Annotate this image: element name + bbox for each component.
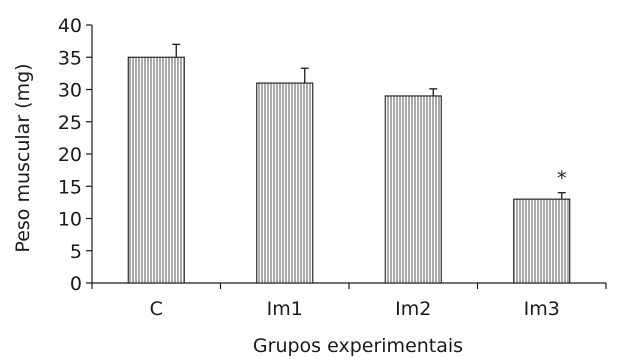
bar-im3	[513, 198, 571, 284]
y-tick-label: 25	[58, 112, 82, 134]
x-tick-label: Im3	[524, 298, 560, 320]
y-tick-label: 30	[58, 80, 82, 102]
y-tick-label: 10	[58, 209, 82, 231]
x-tick-label: Im1	[267, 298, 303, 320]
x-tick-label: Im2	[395, 298, 431, 320]
y-tick-label: 20	[58, 144, 82, 166]
x-axis-title: Grupos experimentais	[253, 335, 463, 357]
y-tick-label: 0	[70, 273, 82, 295]
bar-c	[127, 56, 185, 284]
y-tick-label: 15	[58, 176, 82, 198]
x-tick-label: C	[150, 298, 163, 320]
significance-marker: *	[557, 168, 567, 190]
y-tick-label: 40	[58, 15, 82, 37]
x-axis: C Im1 Im2 Im3	[91, 282, 607, 320]
bar-im1	[256, 82, 314, 284]
y-axis-title: Peso muscular (mg)	[12, 63, 34, 252]
y-tick-label: 5	[70, 241, 82, 263]
bars-group: *	[127, 43, 571, 284]
bar-im2	[384, 95, 442, 284]
y-tick-label: 35	[58, 47, 82, 69]
y-axis: 0 5 10 15 20 25 30 35 40	[58, 15, 93, 295]
